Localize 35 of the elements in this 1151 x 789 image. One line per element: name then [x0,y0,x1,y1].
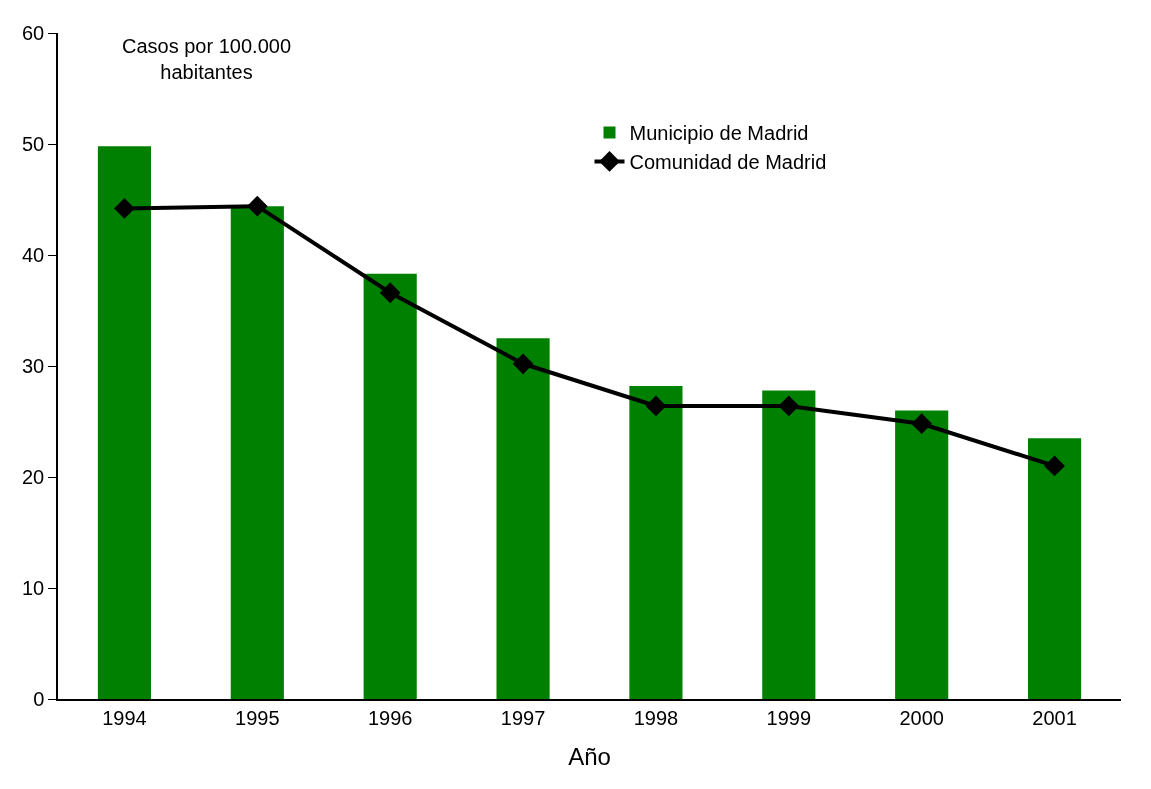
point [1044,455,1065,477]
point [512,353,534,375]
x-tick-label: 1996 [367,706,413,729]
point [645,395,667,417]
y-tick-label: 30 [22,355,45,377]
y-tick-label: 60 [22,22,45,44]
x-tick-label: 1994 [102,706,147,729]
x-tick-label: 1995 [235,706,280,729]
y-tick-label: 10 [22,577,45,599]
x-tick-label: 2001 [1032,706,1077,729]
bar [97,146,152,699]
bar [1027,438,1082,699]
point [379,282,401,304]
legend-label: Municipio de Madrid [629,122,809,145]
x-tick-label: 1997 [500,706,546,729]
bar [230,206,284,699]
x-tick-label: 1998 [633,706,679,729]
bar [363,273,417,699]
y-tick-label: 20 [22,466,45,488]
bar [762,390,816,699]
x-axis-title: Año [568,742,611,770]
point [911,413,933,435]
y-tick-label: 50 [22,133,45,155]
point [778,395,800,417]
y-tick-label: 0 [33,688,45,710]
y-tick-label: 40 [22,244,45,266]
point [114,197,135,219]
legend-label: Comunidad de Madrid [629,151,827,174]
point [246,195,268,217]
bar [496,338,550,699]
bar [629,385,683,699]
x-tick-label: 2000 [899,706,944,729]
y-axis-title: Casos por 100.000 habitantes [122,35,292,83]
x-tick-label: 1999 [766,706,812,729]
bar [895,410,949,699]
